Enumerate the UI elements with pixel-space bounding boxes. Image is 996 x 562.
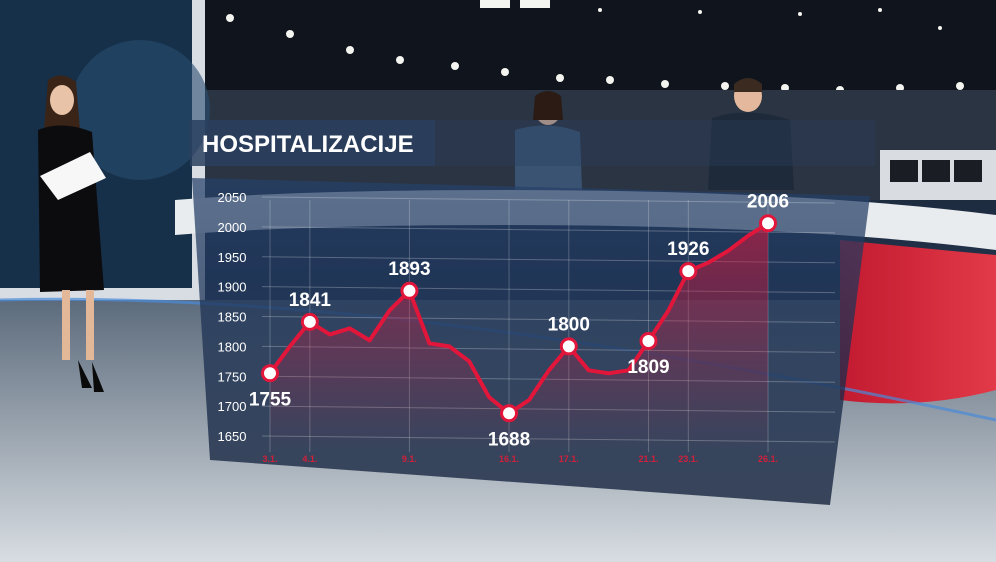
data-point-marker — [500, 404, 519, 423]
data-label: 1688 — [488, 429, 530, 450]
data-point-marker — [400, 281, 419, 300]
data-point-marker — [300, 312, 319, 331]
ceiling-lights-icon — [226, 0, 964, 94]
x-tick-label: 26.1. — [758, 454, 778, 464]
x-tick-label: 23.1. — [678, 454, 698, 464]
y-tick-label: 1650 — [218, 429, 247, 444]
y-tick-label: 1750 — [218, 369, 247, 384]
data-point-marker — [559, 337, 578, 356]
data-point-marker — [639, 331, 658, 350]
x-tick-label: 16.1. — [499, 454, 519, 464]
newsroom-monitors — [890, 160, 982, 182]
y-tick-label: 2000 — [218, 220, 247, 235]
y-tick-label: 1850 — [218, 310, 247, 325]
data-label: 1800 — [548, 314, 590, 335]
y-tick-label: 1950 — [218, 250, 247, 265]
data-label: 1926 — [667, 239, 709, 260]
series-area — [270, 223, 768, 452]
data-markers — [261, 214, 777, 423]
data-label: 1893 — [388, 259, 430, 280]
x-axis: 3.1. 4.1. 9.1. 16.1. 17.1. 21.1. 23.1. 26.1. — [262, 454, 778, 464]
title-bar: HOSPITALIZACIJE — [190, 120, 875, 166]
data-label: 1755 — [249, 389, 292, 410]
data-label: 1809 — [627, 357, 669, 378]
data-label: 2006 — [747, 191, 789, 212]
y-tick-label: 2050 — [218, 190, 247, 205]
x-tick-label: 4.1. — [302, 454, 317, 464]
x-tick-label: 3.1. — [262, 454, 277, 464]
y-tick-label: 1700 — [218, 399, 247, 414]
y-axis: 2050 2000 1950 1900 1850 1800 1750 1700 1650 — [218, 190, 247, 444]
chart-title: HOSPITALIZACIJE — [202, 131, 414, 158]
data-point-marker — [759, 214, 777, 233]
data-point-marker — [679, 262, 698, 281]
x-tick-label: 9.1. — [402, 454, 417, 464]
y-tick-label: 1900 — [218, 280, 247, 295]
anchor-figures — [515, 78, 794, 190]
gridline-h — [261, 226, 836, 234]
y-tick-label: 1800 — [218, 339, 247, 354]
data-labels: 1755 1841 1893 1688 1800 1809 1926 2006 — [249, 191, 789, 450]
x-tick-label: 21.1. — [638, 454, 658, 464]
x-tick-label: 17.1. — [559, 454, 579, 464]
presenter-figure — [38, 75, 106, 392]
data-point-marker — [261, 364, 279, 383]
data-label: 1841 — [289, 290, 332, 311]
gridline-h — [261, 196, 836, 204]
